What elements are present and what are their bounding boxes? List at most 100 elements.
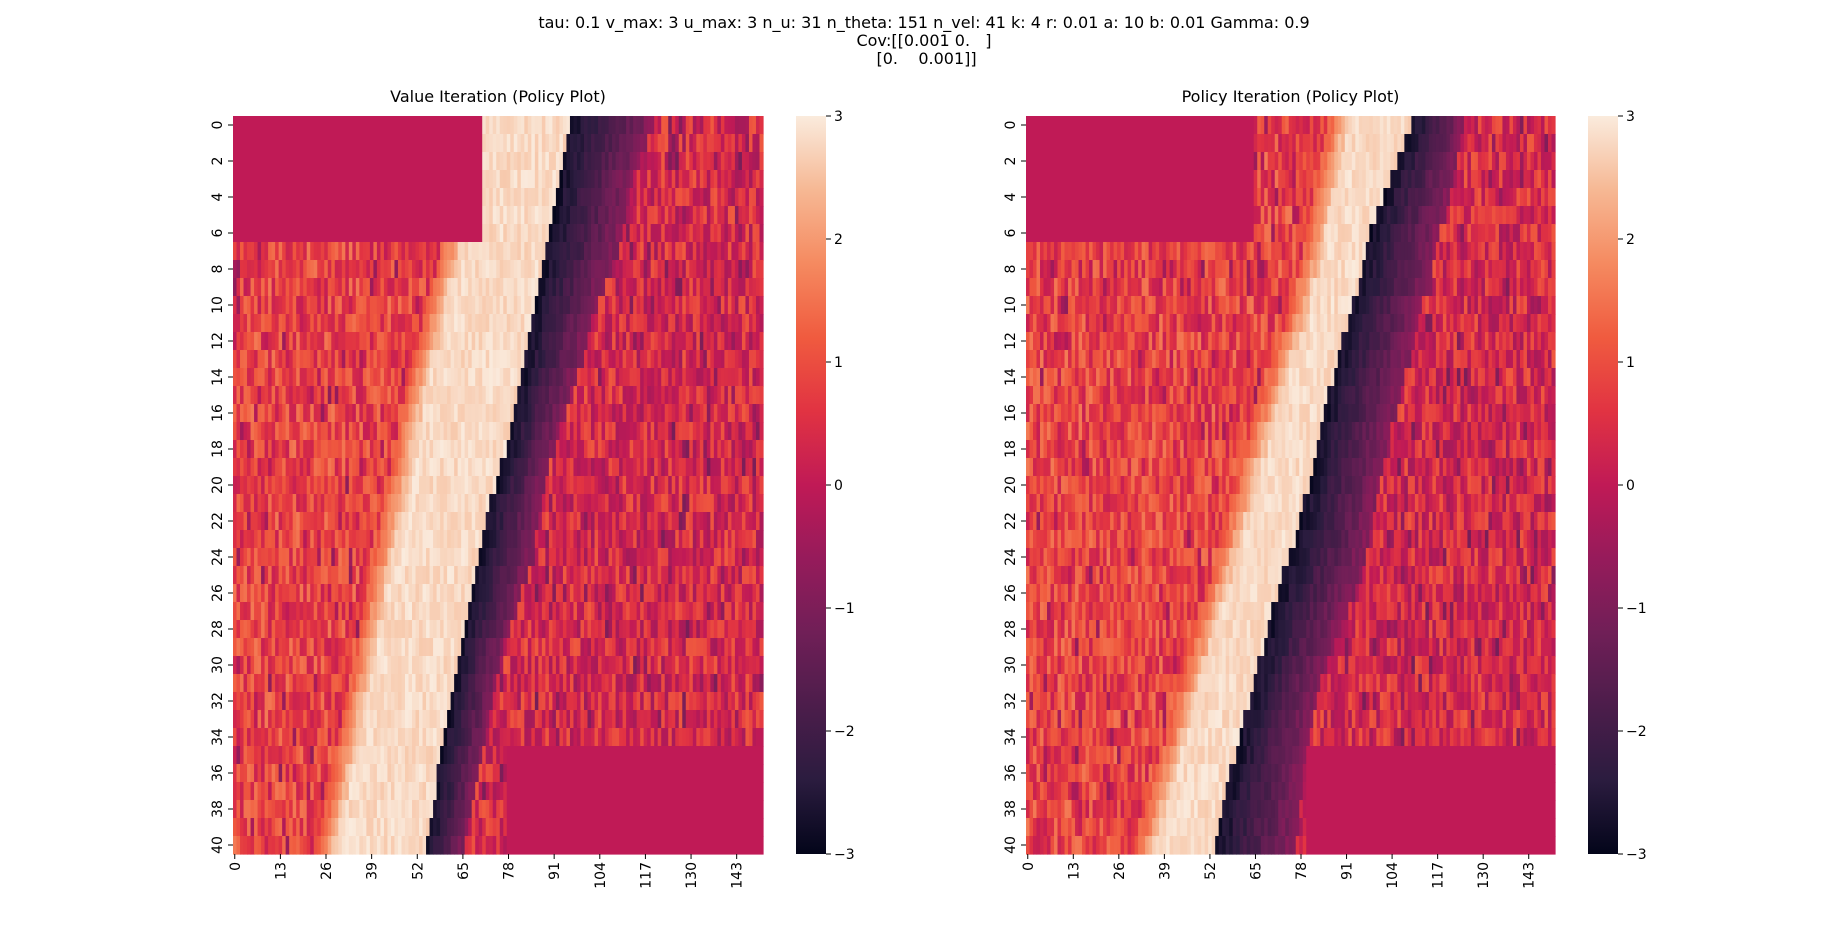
heatmap-cell	[671, 278, 676, 297]
heatmap-cell	[426, 782, 431, 801]
heatmap-cell	[745, 566, 750, 585]
heatmap-cell	[331, 746, 336, 765]
heatmap-cell	[475, 764, 480, 783]
heatmap-cell	[629, 152, 634, 171]
heatmap-cell	[727, 170, 733, 189]
heatmap-cell	[734, 188, 740, 207]
heatmap-cell	[348, 494, 353, 513]
heatmap-cell	[503, 476, 508, 495]
heatmap-cell	[369, 422, 374, 441]
heatmap-cell	[345, 728, 350, 747]
heatmap-cell	[587, 494, 592, 513]
heatmap-cell	[499, 206, 504, 225]
heatmap-cell	[548, 422, 553, 441]
heatmap-cell	[692, 116, 697, 135]
heatmap-cell	[341, 260, 346, 279]
heatmap-cell	[369, 620, 374, 639]
heatmap-cell	[461, 512, 466, 531]
heatmap-cell	[426, 314, 431, 333]
heatmap-cell	[278, 710, 283, 729]
heatmap-cell	[482, 530, 487, 549]
heatmap-cell	[250, 260, 255, 279]
heatmap-cell	[492, 458, 497, 477]
heatmap-cell	[619, 566, 624, 585]
heatmap-cell	[527, 512, 532, 531]
heatmap-cell	[306, 512, 311, 531]
heatmap-cell	[310, 674, 315, 693]
heatmap-cell	[503, 440, 508, 459]
heatmap-cell	[576, 584, 582, 603]
heatmap-cell	[583, 656, 589, 675]
heatmap-cell	[591, 674, 596, 693]
heatmap-cell	[657, 638, 662, 657]
heatmap-cell	[387, 602, 392, 621]
heatmap-cell	[654, 422, 659, 441]
heatmap-cell	[678, 368, 683, 387]
heatmap-cell	[741, 602, 747, 621]
heatmap-cell	[299, 674, 304, 693]
heatmap-cell	[710, 710, 715, 729]
heatmap-cell	[573, 728, 578, 747]
heatmap-cell	[387, 422, 392, 441]
heatmap-cell	[250, 566, 255, 585]
heatmap-cell	[447, 710, 452, 729]
heatmap-cell	[559, 152, 564, 171]
heatmap-cell	[261, 350, 266, 369]
heatmap-cell	[678, 332, 683, 351]
heatmap-cell	[682, 368, 687, 387]
heatmap-cell	[643, 440, 648, 459]
heatmap-cell	[362, 368, 367, 387]
heatmap-cell	[752, 224, 757, 243]
heatmap-cell	[289, 296, 294, 315]
heatmap-cell	[447, 350, 452, 369]
heatmap-cell	[412, 440, 417, 459]
heatmap-cell	[699, 368, 704, 387]
heatmap-cell	[640, 566, 645, 585]
heatmap-cell	[404, 638, 410, 657]
heatmap-cell	[422, 350, 427, 369]
heatmap-cell	[471, 242, 476, 261]
heatmap-cell	[489, 422, 494, 441]
heatmap-cell	[562, 332, 568, 351]
heatmap-cell	[433, 530, 438, 549]
heatmap-cell	[296, 530, 301, 549]
heatmap-cell	[531, 638, 536, 657]
heatmap-cell	[685, 368, 690, 387]
heatmap-cell	[752, 242, 757, 261]
heatmap-cell	[678, 296, 683, 315]
heatmap-cell	[296, 404, 301, 423]
heatmap-cell	[661, 728, 666, 747]
heatmap-cell	[240, 638, 245, 657]
heatmap-cell	[373, 314, 378, 333]
heatmap-cell	[612, 530, 617, 549]
heatmap-cell	[380, 350, 385, 369]
heatmap-cell	[671, 224, 676, 243]
heatmap-cell	[657, 350, 662, 369]
heatmap-cell	[503, 620, 508, 639]
heatmap-cell	[419, 674, 424, 693]
heatmap-cell	[583, 332, 589, 351]
heatmap-cell	[436, 314, 441, 333]
heatmap-cell	[727, 692, 733, 711]
heatmap-cell	[443, 548, 448, 567]
heatmap-cell	[376, 566, 382, 585]
heatmap-cell	[555, 440, 561, 459]
heatmap-cell	[359, 368, 364, 387]
heatmap-cell	[615, 602, 620, 621]
heatmap-cell	[440, 332, 445, 351]
heatmap-cell	[397, 404, 403, 423]
heatmap-cell	[643, 368, 648, 387]
heatmap-cell	[538, 170, 543, 189]
heatmap-cell	[236, 422, 241, 441]
heatmap-cell	[545, 170, 550, 189]
heatmap-cell	[559, 692, 564, 711]
heatmap-cell	[541, 530, 546, 549]
heatmap-cell	[482, 170, 487, 189]
heatmap-cell	[317, 386, 322, 405]
heatmap-cell	[640, 314, 645, 333]
heatmap-cell	[517, 638, 522, 657]
heatmap-cell	[622, 242, 627, 261]
heatmap-cell	[257, 602, 262, 621]
heatmap-cell	[317, 278, 322, 297]
heatmap-cell	[689, 638, 694, 657]
